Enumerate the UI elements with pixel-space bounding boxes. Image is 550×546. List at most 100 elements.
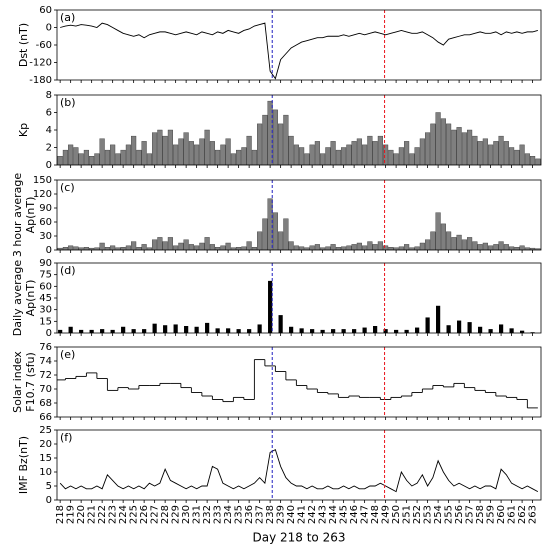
bar	[246, 135, 252, 165]
panel-label: (a)	[60, 11, 75, 24]
bar	[467, 237, 473, 250]
x-tick-label: 253	[423, 505, 434, 524]
bar	[204, 237, 210, 250]
y-tick-label: 6	[46, 108, 52, 119]
bar	[325, 147, 331, 165]
bar	[110, 144, 116, 165]
bar	[409, 153, 415, 165]
y-tick-label: 66	[39, 412, 52, 423]
bar	[230, 153, 236, 165]
bar	[152, 132, 158, 165]
bar	[241, 147, 247, 165]
bar	[409, 247, 415, 250]
y-axis-label: Dst (nT)	[17, 23, 30, 67]
bar	[440, 118, 446, 165]
bar	[299, 246, 305, 250]
x-tick-label: 251	[402, 505, 413, 524]
bar	[62, 149, 68, 165]
plot-area	[60, 10, 538, 80]
y-tick-label: 90	[39, 258, 52, 269]
bar	[419, 242, 425, 250]
bar	[205, 322, 210, 333]
bar	[272, 109, 278, 165]
bar	[346, 144, 352, 165]
bar	[188, 244, 194, 250]
bar	[62, 246, 68, 250]
bar	[184, 326, 189, 333]
panel-label: (c)	[60, 181, 75, 194]
bar	[498, 135, 504, 165]
bar	[414, 147, 420, 165]
y-tick-label: 68	[39, 398, 52, 409]
x-tick-label: 228	[160, 505, 171, 524]
bar	[78, 153, 84, 165]
bar	[325, 246, 331, 250]
bar	[257, 231, 263, 250]
bar	[356, 138, 362, 165]
bar	[247, 329, 252, 333]
bar	[493, 141, 499, 165]
bar	[398, 147, 404, 165]
y-tick-label: 0	[46, 245, 52, 256]
bar	[209, 244, 215, 250]
y-tick-label: 76	[39, 342, 52, 353]
bar	[141, 244, 147, 250]
bar	[241, 246, 247, 250]
bar	[524, 247, 530, 250]
y-tick-label: 0	[46, 160, 52, 171]
y-tick-label: -180	[29, 75, 52, 86]
bar	[230, 247, 236, 250]
bar	[509, 328, 514, 333]
bar	[68, 144, 74, 165]
x-tick-label: 227	[150, 505, 161, 524]
bar	[372, 141, 378, 165]
bar	[356, 242, 362, 250]
x-tick-label: 260	[496, 505, 507, 524]
x-tick-label: 258	[475, 505, 486, 524]
bar	[257, 123, 263, 165]
x-tick-label: 244	[328, 505, 339, 524]
panel-label: (e)	[60, 348, 75, 361]
bar	[199, 242, 205, 250]
bar	[383, 144, 389, 165]
bar	[215, 246, 221, 250]
x-tick-label: 223	[108, 505, 119, 524]
bar	[283, 114, 289, 165]
y-tick-label: 90	[39, 203, 52, 214]
bar	[110, 245, 116, 250]
bar	[430, 123, 436, 165]
bar	[367, 241, 373, 250]
x-tick-label: 231	[192, 505, 203, 524]
panel-frame	[56, 262, 542, 334]
bar	[477, 141, 483, 165]
bar	[215, 328, 220, 333]
bar	[136, 246, 142, 250]
bar	[472, 241, 478, 250]
bar	[99, 138, 105, 165]
y-tick-label: 60	[39, 5, 52, 16]
y-axis-label: Ap(nT)	[24, 280, 37, 317]
bar	[436, 305, 441, 333]
bar	[519, 144, 525, 165]
bar	[493, 244, 499, 250]
bar	[299, 328, 304, 333]
bar	[194, 144, 200, 165]
bar	[503, 244, 509, 250]
bar	[519, 245, 525, 250]
bar	[320, 329, 325, 333]
bar	[310, 329, 315, 333]
x-tick-label: 224	[118, 505, 129, 524]
bar	[79, 329, 84, 333]
bar	[362, 245, 368, 250]
bar	[99, 242, 105, 250]
bar	[104, 149, 110, 165]
bar	[330, 244, 336, 250]
bar	[183, 239, 189, 250]
data-line	[60, 22, 538, 80]
bar	[351, 141, 357, 165]
x-tick-label: 248	[370, 505, 381, 524]
bar	[477, 244, 483, 250]
y-tick-label: 45	[39, 293, 52, 304]
bar	[377, 135, 383, 165]
bar	[461, 239, 467, 250]
